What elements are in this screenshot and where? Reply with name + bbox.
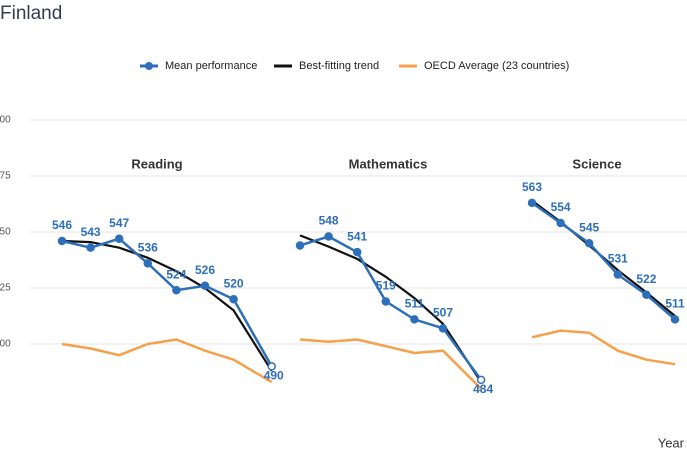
value-label: 548 bbox=[319, 214, 339, 228]
value-label: 546 bbox=[52, 218, 72, 232]
mean-line bbox=[299, 235, 483, 381]
legend-label: Best-fitting trend bbox=[299, 60, 379, 72]
oecd-line bbox=[61, 338, 273, 384]
mean-point bbox=[410, 315, 419, 324]
mean-point bbox=[642, 290, 651, 299]
value-label: 511 bbox=[405, 297, 425, 311]
mean-point bbox=[114, 234, 124, 243]
x-axis-label: Year bbox=[658, 435, 685, 450]
value-label: 531 bbox=[608, 252, 628, 266]
mean-point bbox=[352, 247, 362, 257]
y-tick-label: 500 bbox=[0, 339, 11, 350]
mean-point bbox=[527, 198, 537, 208]
trend-line bbox=[299, 234, 483, 383]
mean-point bbox=[438, 324, 448, 333]
value-label: 511 bbox=[665, 297, 685, 311]
mean-point bbox=[229, 294, 238, 304]
value-label: 520 bbox=[224, 276, 244, 290]
trend-line bbox=[61, 239, 273, 372]
value-label: 484 bbox=[473, 382, 493, 396]
value-label: 522 bbox=[636, 272, 656, 286]
mean-point bbox=[324, 232, 333, 241]
mean-point bbox=[556, 218, 565, 228]
value-label: 519 bbox=[376, 279, 396, 293]
y-tick-label: 550 bbox=[0, 227, 11, 238]
mean-point bbox=[476, 375, 486, 385]
mean-point bbox=[200, 281, 210, 291]
chart-title: Finland bbox=[0, 3, 62, 24]
panel-title: Reading bbox=[131, 156, 182, 171]
value-label: 543 bbox=[81, 225, 101, 239]
y-tick-label: 525 bbox=[0, 283, 11, 294]
oecd-line bbox=[299, 338, 482, 390]
mean-point bbox=[172, 285, 181, 295]
value-label: 490 bbox=[264, 369, 284, 383]
mean-point bbox=[584, 238, 594, 248]
mean-line bbox=[531, 201, 676, 321]
mean-line bbox=[61, 237, 273, 368]
panel-title: Mathematics bbox=[349, 156, 428, 171]
mean-point bbox=[143, 259, 153, 268]
panel-title: Science bbox=[572, 156, 621, 171]
legend-label: OECD Average (23 countries) bbox=[424, 60, 569, 72]
mean-point bbox=[613, 270, 623, 279]
legend-label: Mean performance bbox=[165, 60, 257, 72]
value-label: 541 bbox=[347, 229, 367, 243]
legend-marker bbox=[145, 62, 153, 70]
value-label: 524 bbox=[166, 267, 186, 281]
mean-point bbox=[670, 315, 680, 324]
mean-point bbox=[86, 243, 95, 252]
mean-point bbox=[267, 362, 276, 371]
y-tick-label: 575 bbox=[0, 171, 11, 182]
value-label: 545 bbox=[579, 220, 599, 234]
mean-point bbox=[295, 241, 305, 250]
value-label: 563 bbox=[522, 180, 542, 194]
mean-point bbox=[57, 236, 67, 246]
y-tick-label: 600 bbox=[0, 115, 11, 126]
value-label: 554 bbox=[551, 200, 571, 214]
value-label: 507 bbox=[433, 305, 453, 319]
value-label: 547 bbox=[109, 216, 129, 230]
mean-point bbox=[381, 297, 391, 306]
value-label: 536 bbox=[138, 241, 158, 255]
value-label: 526 bbox=[195, 263, 215, 277]
oecd-line bbox=[531, 329, 676, 366]
